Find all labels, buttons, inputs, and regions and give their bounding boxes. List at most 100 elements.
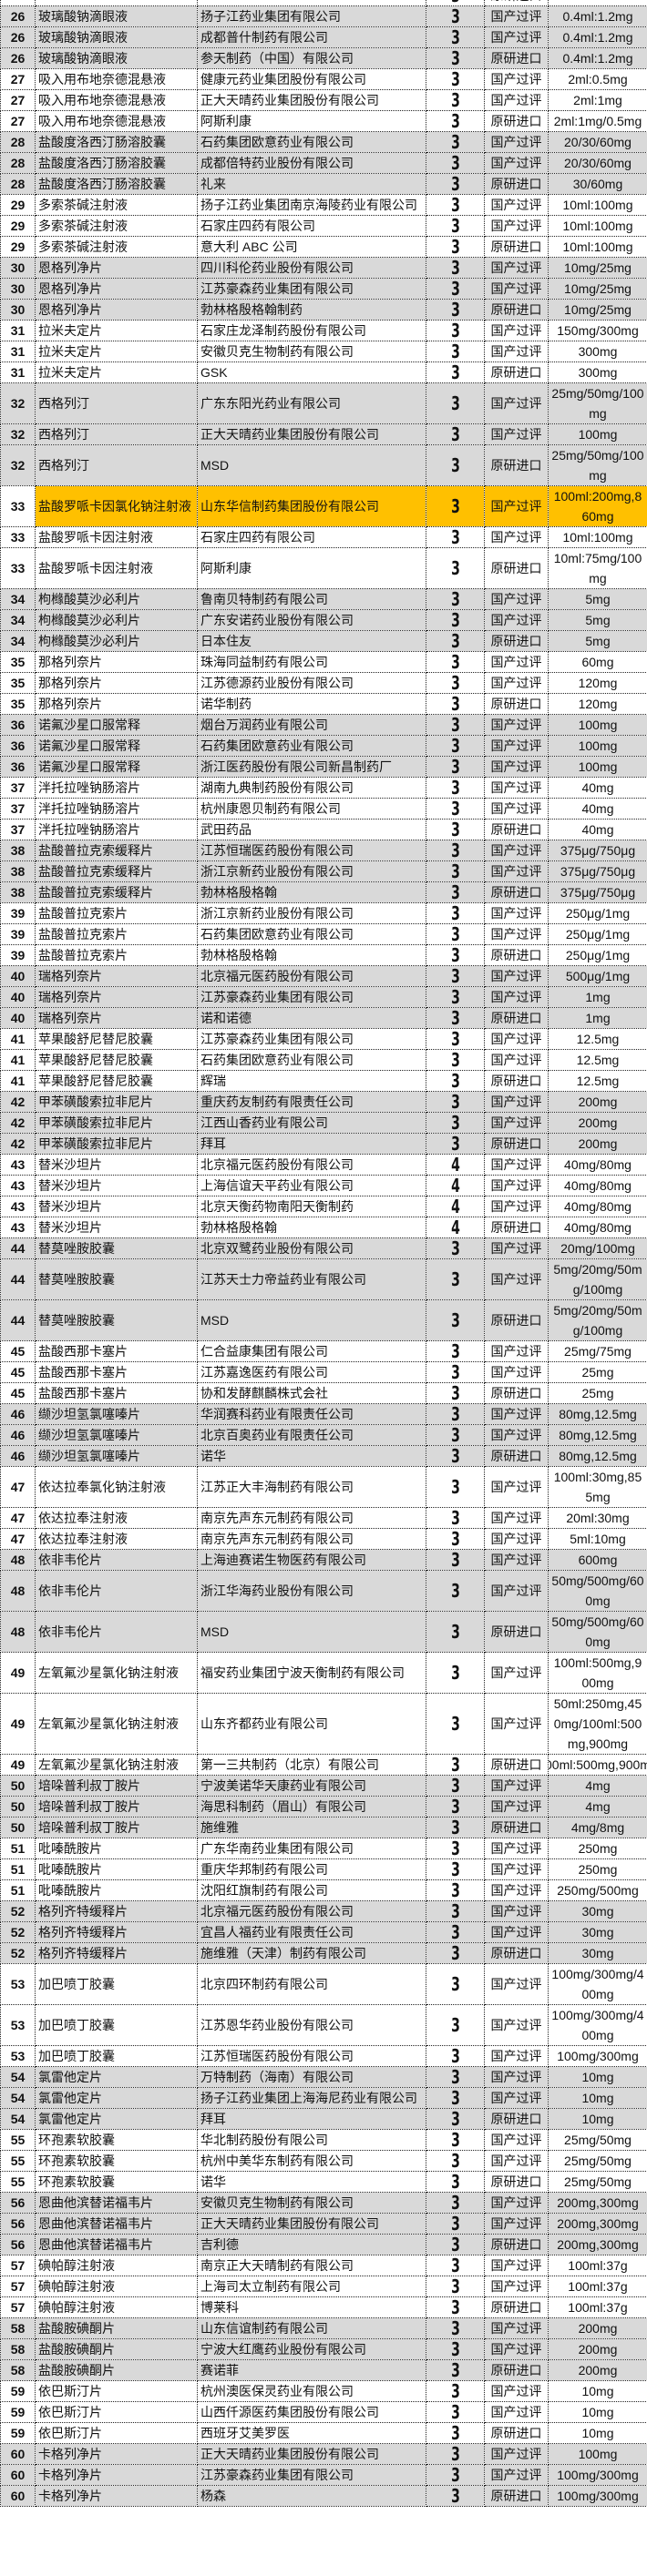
specification-cell: 50mg/500mg/600mg <box>548 1611 647 1653</box>
evaluation-type-cell: 国产过评 <box>484 1879 549 1901</box>
drug-name: 拉米夫定片 <box>38 365 102 380</box>
table-row: 53 加巴喷丁胶囊 江苏恒瑞医药股份有限公司 3 国产过评 100mg/300mg <box>0 2045 647 2067</box>
specification: 5mg/20mg/50mg/100mg <box>553 1262 642 1297</box>
grade-value: 3 <box>450 609 460 631</box>
drug-name-cell: 苹果酸舒尼替尼胶囊 <box>35 1049 198 1071</box>
company-name-cell: 勃林格殷格翰 <box>197 944 426 966</box>
evaluation-type: 国产过评 <box>490 1583 542 1598</box>
table-row: 60 卡格列净片 江苏豪森药业集团有限公司 3 国产过评 100mg/300mg <box>0 2464 647 2486</box>
drug-name: 替莫唑胺胶囊 <box>38 1241 115 1256</box>
drug-name-cell: 多索茶碱注射液 <box>35 215 198 237</box>
grade-value: 3 <box>450 89 460 111</box>
drug-name: 盐酸度洛西汀肠溶胶囊 <box>38 135 166 149</box>
grade-value: 3 <box>450 2380 460 2402</box>
drug-name: 缬沙坦氢氯噻嗪片 <box>38 1449 140 1463</box>
drug-name-cell: 左氧氟沙星氯化钠注射液 <box>35 1693 198 1755</box>
company-name-cell: 杭州澳医保灵药业有限公司 <box>197 2380 426 2402</box>
group-number: 43 <box>10 1220 26 1235</box>
group-number: 43 <box>10 1157 26 1172</box>
drug-name-cell: 恩格列净片 <box>35 299 198 321</box>
evaluation-type: 国产过评 <box>490 1778 542 1793</box>
evaluation-type: 国产过评 <box>490 1511 542 1525</box>
company-name: 勃林格殷格翰制药 <box>200 302 303 317</box>
company-name: 北京天衡药物南阳天衡制药 <box>200 1199 354 1214</box>
group-number-cell: 33 <box>0 485 36 527</box>
table-row: 59 依巴斯汀片 西班牙艾美罗医 3 原研进口 10mg <box>0 2422 647 2444</box>
specification-cell: 100ml:37g <box>548 2296 647 2318</box>
table-row: 40 瑞格列奈片 诺和诺德 3 原研进口 1mg <box>0 1007 647 1029</box>
specification-cell: 300mg <box>548 361 647 383</box>
drug-name-cell: 碘帕醇注射液 <box>35 2255 198 2276</box>
group-number: 60 <box>10 2468 26 2482</box>
company-name: 南京正大天晴制药有限公司 <box>200 2258 354 2273</box>
company-name: 江苏豪森药业集团有限公司 <box>200 2468 354 2482</box>
grade-value-cell: 3 <box>426 89 485 111</box>
grade-value-cell: 3 <box>426 215 485 237</box>
table-row: 51 吡嗪酰胺片 重庆华邦制药有限公司 3 国产过评 250mg <box>0 1858 647 1880</box>
specification: 250mg <box>578 1862 618 1877</box>
group-number-cell: 51 <box>0 1858 36 1880</box>
table-row: 55 环孢素软胶囊 华北制药股份有限公司 3 国产过评 25mg/50mg <box>0 2129 647 2151</box>
specification-cell: 100mg/300mg <box>548 2045 647 2067</box>
specification: 200mg <box>578 2342 618 2357</box>
group-number: 42 <box>10 1136 26 1151</box>
evaluation-type: 原研进口 <box>490 697 542 711</box>
company-name: 浙江京新药业股份有限公司 <box>200 864 354 879</box>
specification-cell: 25mg <box>548 1361 647 1383</box>
company-name: 武田药品 <box>200 822 252 837</box>
evaluation-type: 国产过评 <box>490 2018 542 2032</box>
specification-cell: 120mg <box>548 672 647 694</box>
evaluation-type-cell: 原研进口 <box>484 693 549 715</box>
drug-name: 替米沙坦片 <box>38 1157 102 1172</box>
drug-name: 盐酸度洛西汀肠溶胶囊 <box>38 177 166 191</box>
table-row: 42 甲苯磺酸索拉非尼片 江西山香药业有限公司 3 国产过评 200mg <box>0 1112 647 1134</box>
evaluation-type: 国产过评 <box>490 592 542 606</box>
grade-value-cell: 3 <box>426 2296 485 2318</box>
drug-name: 替米沙坦片 <box>38 1199 102 1214</box>
company-name-cell: 浙江华海药业股份有限公司 <box>197 1570 426 1612</box>
company-name: 南京先声东元制药有限公司 <box>200 1511 354 1525</box>
evaluation-type-cell: 国产过评 <box>484 965 549 987</box>
specification-cell: 25mg/50mg <box>548 2171 647 2193</box>
company-name-cell: 博莱科 <box>197 2296 426 2318</box>
company-name-cell: 万特制药（海南）有限公司 <box>197 2066 426 2088</box>
drug-name: 诺氟沙星口服常释 <box>38 759 140 774</box>
company-name-cell: 江苏豪森药业集团有限公司 <box>197 2464 426 2486</box>
specification: 4mg <box>585 1799 611 1814</box>
company-name: 沈阳红旗制药有限公司 <box>200 1883 328 1898</box>
group-number: 40 <box>10 969 26 983</box>
group-number: 26 <box>10 51 26 66</box>
evaluation-type-cell: 国产过评 <box>484 1652 549 1694</box>
grade-value: 3 <box>450 923 460 945</box>
group-number: 41 <box>10 1074 26 1088</box>
table-row: 31 拉米夫定片 安徽贝克生物制药有限公司 3 国产过评 300mg <box>0 341 647 362</box>
drug-name: 格列齐特缓释片 <box>38 1904 128 1919</box>
evaluation-type: 国产过评 <box>490 2195 542 2210</box>
grade-value-cell: 3 <box>426 2317 485 2339</box>
evaluation-type: 国产过评 <box>490 30 542 45</box>
company-name: 石药集团欧意药业有限公司 <box>200 135 354 149</box>
specification-cell: 200mg <box>548 2317 647 2339</box>
evaluation-type: 国产过评 <box>490 1241 542 1256</box>
table-row: 43 替米沙坦片 上海信谊天平药业有限公司 4 国产过评 40mg/80mg <box>0 1175 647 1196</box>
company-name: 石药集团欧意药业有限公司 <box>200 1053 354 1067</box>
group-number-cell: 54 <box>0 2087 36 2109</box>
company-name-cell: 诺和诺德 <box>197 1007 426 1029</box>
table-row: 47 依达拉奉氯化钠注射液 江苏正大丰海制药有限公司 3 国产过评 100ml:30mg,… <box>0 1466 647 1508</box>
specification: 25mg/75mg <box>564 1344 632 1359</box>
specification: 25mg/50mg <box>564 2133 632 2147</box>
group-number: 31 <box>10 365 26 380</box>
table-row: 59 依巴斯汀片 杭州澳医保灵药业有限公司 3 国产过评 10mg <box>0 2380 647 2402</box>
grade-value-cell: 3 <box>426 1361 485 1383</box>
group-number: 60 <box>10 2447 26 2461</box>
grade-value: 3 <box>450 194 460 216</box>
specification: 100ml:37g <box>568 2300 628 2315</box>
table-row: 55 环孢素软胶囊 诺华 3 原研进口 25mg/50mg <box>0 2171 647 2193</box>
evaluation-type-cell: 国产过评 <box>484 714 549 736</box>
grade-value-cell: 3 <box>426 923 485 945</box>
specification: 25mg <box>581 1386 614 1400</box>
company-name-cell: 石家庄龙泽制药股份有限公司 <box>197 320 426 341</box>
specification-cell: 10mg <box>548 2380 647 2402</box>
grade-value-cell: 3 <box>426 423 485 445</box>
group-number-cell: 52 <box>0 1900 36 1922</box>
